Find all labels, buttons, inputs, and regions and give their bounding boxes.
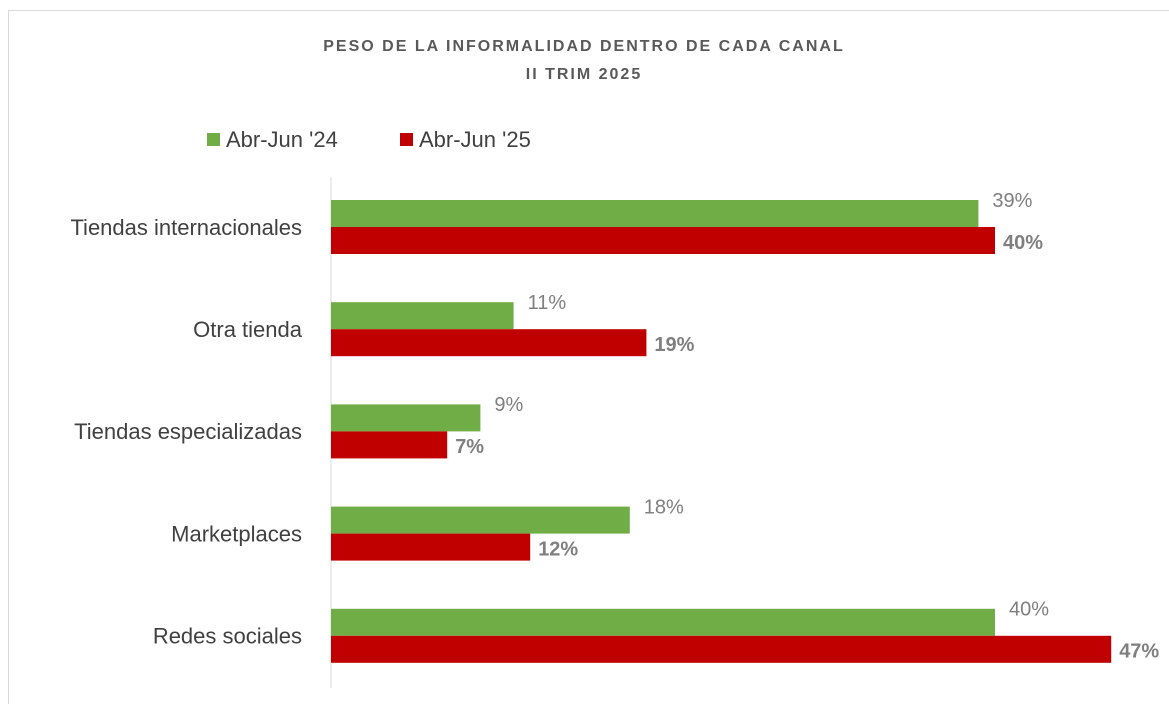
value-label: 12%: [538, 538, 578, 560]
category-label: Otra tienda: [193, 317, 303, 342]
value-label: 7%: [455, 436, 484, 458]
bar: [331, 227, 995, 254]
category-label: Marketplaces: [171, 521, 302, 546]
bar: [331, 608, 995, 636]
bar: [331, 329, 647, 357]
bar: [331, 431, 448, 459]
legend-label: Abr-Jun '25: [419, 127, 531, 152]
bar: [331, 302, 514, 330]
category-label: Tiendas internacionales: [70, 215, 302, 240]
value-label: 9%: [494, 394, 523, 416]
bar: [331, 404, 481, 432]
bar: [331, 506, 630, 534]
value-label: 18%: [644, 496, 684, 518]
value-label: 40%: [1003, 232, 1043, 254]
value-label: 39%: [992, 190, 1032, 212]
value-label: 40%: [1009, 599, 1049, 621]
legend-swatch: [207, 133, 220, 146]
legend-label: Abr-Jun '24: [226, 127, 338, 152]
bar: [331, 200, 979, 227]
bar: [331, 533, 531, 561]
value-label: 47%: [1119, 641, 1159, 663]
value-label: 11%: [528, 292, 567, 314]
chart-title: PESO DE LA INFORMALIDAD DENTRO DE CADA C…: [323, 38, 844, 55]
chart-subtitle: II TRIM 2025: [526, 66, 642, 83]
category-label: Tiendas especializadas: [74, 419, 302, 444]
value-label: 19%: [654, 334, 694, 356]
category-label: Redes sociales: [153, 624, 302, 649]
chart-border: [8, 10, 1169, 704]
bar: [331, 635, 1112, 663]
legend-swatch: [400, 133, 413, 146]
